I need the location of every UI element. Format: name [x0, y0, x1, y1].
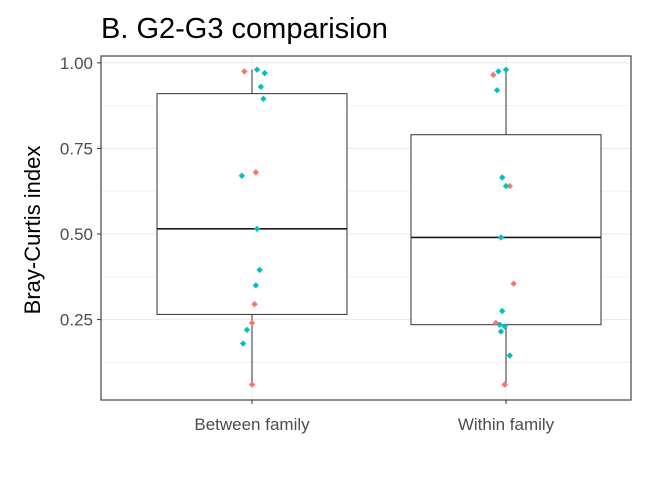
data-point: [496, 321, 503, 328]
data-point: [261, 69, 268, 77]
panel-border: [100, 55, 632, 401]
data-point: [498, 174, 506, 181]
data-point: [243, 326, 251, 334]
data-point: [252, 282, 260, 289]
data-point: [502, 66, 510, 73]
y-tick-label: 0.50: [60, 225, 93, 244]
y-tick-label: 1.00: [60, 54, 93, 73]
axes: 0.25 0.50 0.75 1.00 Between family Within fam…: [60, 54, 555, 434]
y-tick-label: 0.75: [60, 139, 93, 158]
data-point: [493, 87, 501, 94]
data-point: [510, 280, 517, 287]
data-point: [497, 328, 505, 335]
boxplots: [156, 69, 602, 385]
data-point: [490, 71, 497, 79]
data-point: [248, 381, 256, 388]
box-iqr: [156, 93, 348, 315]
x-tick-label: Between family: [194, 415, 310, 434]
jitter-points: [238, 66, 517, 388]
data-point: [253, 66, 261, 73]
y-axis-label: Bray-Curtis index: [20, 146, 45, 315]
x-tick-label: Within family: [458, 415, 555, 434]
data-point: [501, 381, 508, 388]
data-point: [260, 95, 267, 102]
data-point: [239, 340, 247, 347]
data-point: [252, 169, 260, 176]
data-point: [251, 300, 258, 308]
data-point: [502, 182, 510, 190]
data-point: [497, 234, 505, 241]
data-point: [238, 172, 246, 180]
data-point: [253, 225, 261, 233]
chart-title: B. G2-G3 comparision: [101, 13, 388, 45]
data-point: [256, 266, 263, 274]
data-point: [241, 68, 248, 75]
data-point: [248, 319, 256, 327]
y-tick-label: 0.25: [60, 311, 93, 330]
data-point: [257, 83, 265, 91]
box-iqr: [410, 134, 602, 326]
data-point: [495, 68, 502, 75]
data-point: [506, 352, 514, 359]
data-point: [506, 182, 514, 190]
data-point: [498, 307, 506, 315]
data-point: [501, 323, 508, 330]
